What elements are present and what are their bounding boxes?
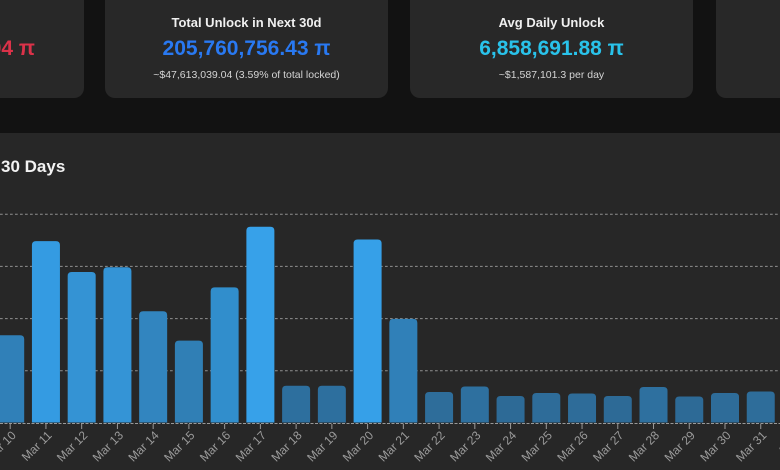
svg-text:Mar 23: Mar 23 — [447, 428, 484, 465]
svg-text:Mar 12: Mar 12 — [54, 428, 91, 465]
svg-text:Mar 27: Mar 27 — [590, 428, 627, 465]
svg-text:Mar 18: Mar 18 — [268, 428, 305, 465]
svg-text:Mar 15: Mar 15 — [161, 428, 198, 465]
svg-text:Mar 21: Mar 21 — [376, 428, 413, 465]
svg-text:Mar 11: Mar 11 — [19, 428, 55, 464]
svg-text:Mar 17: Mar 17 — [233, 428, 270, 465]
svg-text:Mar 31: Mar 31 — [733, 428, 770, 465]
svg-text:Mar 22: Mar 22 — [411, 428, 448, 465]
svg-text:Mar 19: Mar 19 — [304, 428, 341, 465]
svg-text:Mar 13: Mar 13 — [90, 428, 127, 465]
svg-text:Mar 30: Mar 30 — [697, 428, 734, 465]
svg-text:Mar 24: Mar 24 — [483, 428, 520, 465]
svg-text:Mar 28: Mar 28 — [626, 428, 663, 465]
svg-text:Mar 26: Mar 26 — [554, 428, 591, 465]
svg-text:Mar 29: Mar 29 — [662, 428, 699, 465]
svg-text:Mar 25: Mar 25 — [519, 428, 556, 465]
svg-text:Mar 10: Mar 10 — [0, 428, 19, 465]
svg-text:Mar 16: Mar 16 — [197, 428, 234, 465]
svg-text:Mar 14: Mar 14 — [125, 428, 162, 465]
svg-text:Apr 1: Apr 1 — [775, 428, 780, 458]
svg-text:Mar 20: Mar 20 — [340, 428, 377, 465]
